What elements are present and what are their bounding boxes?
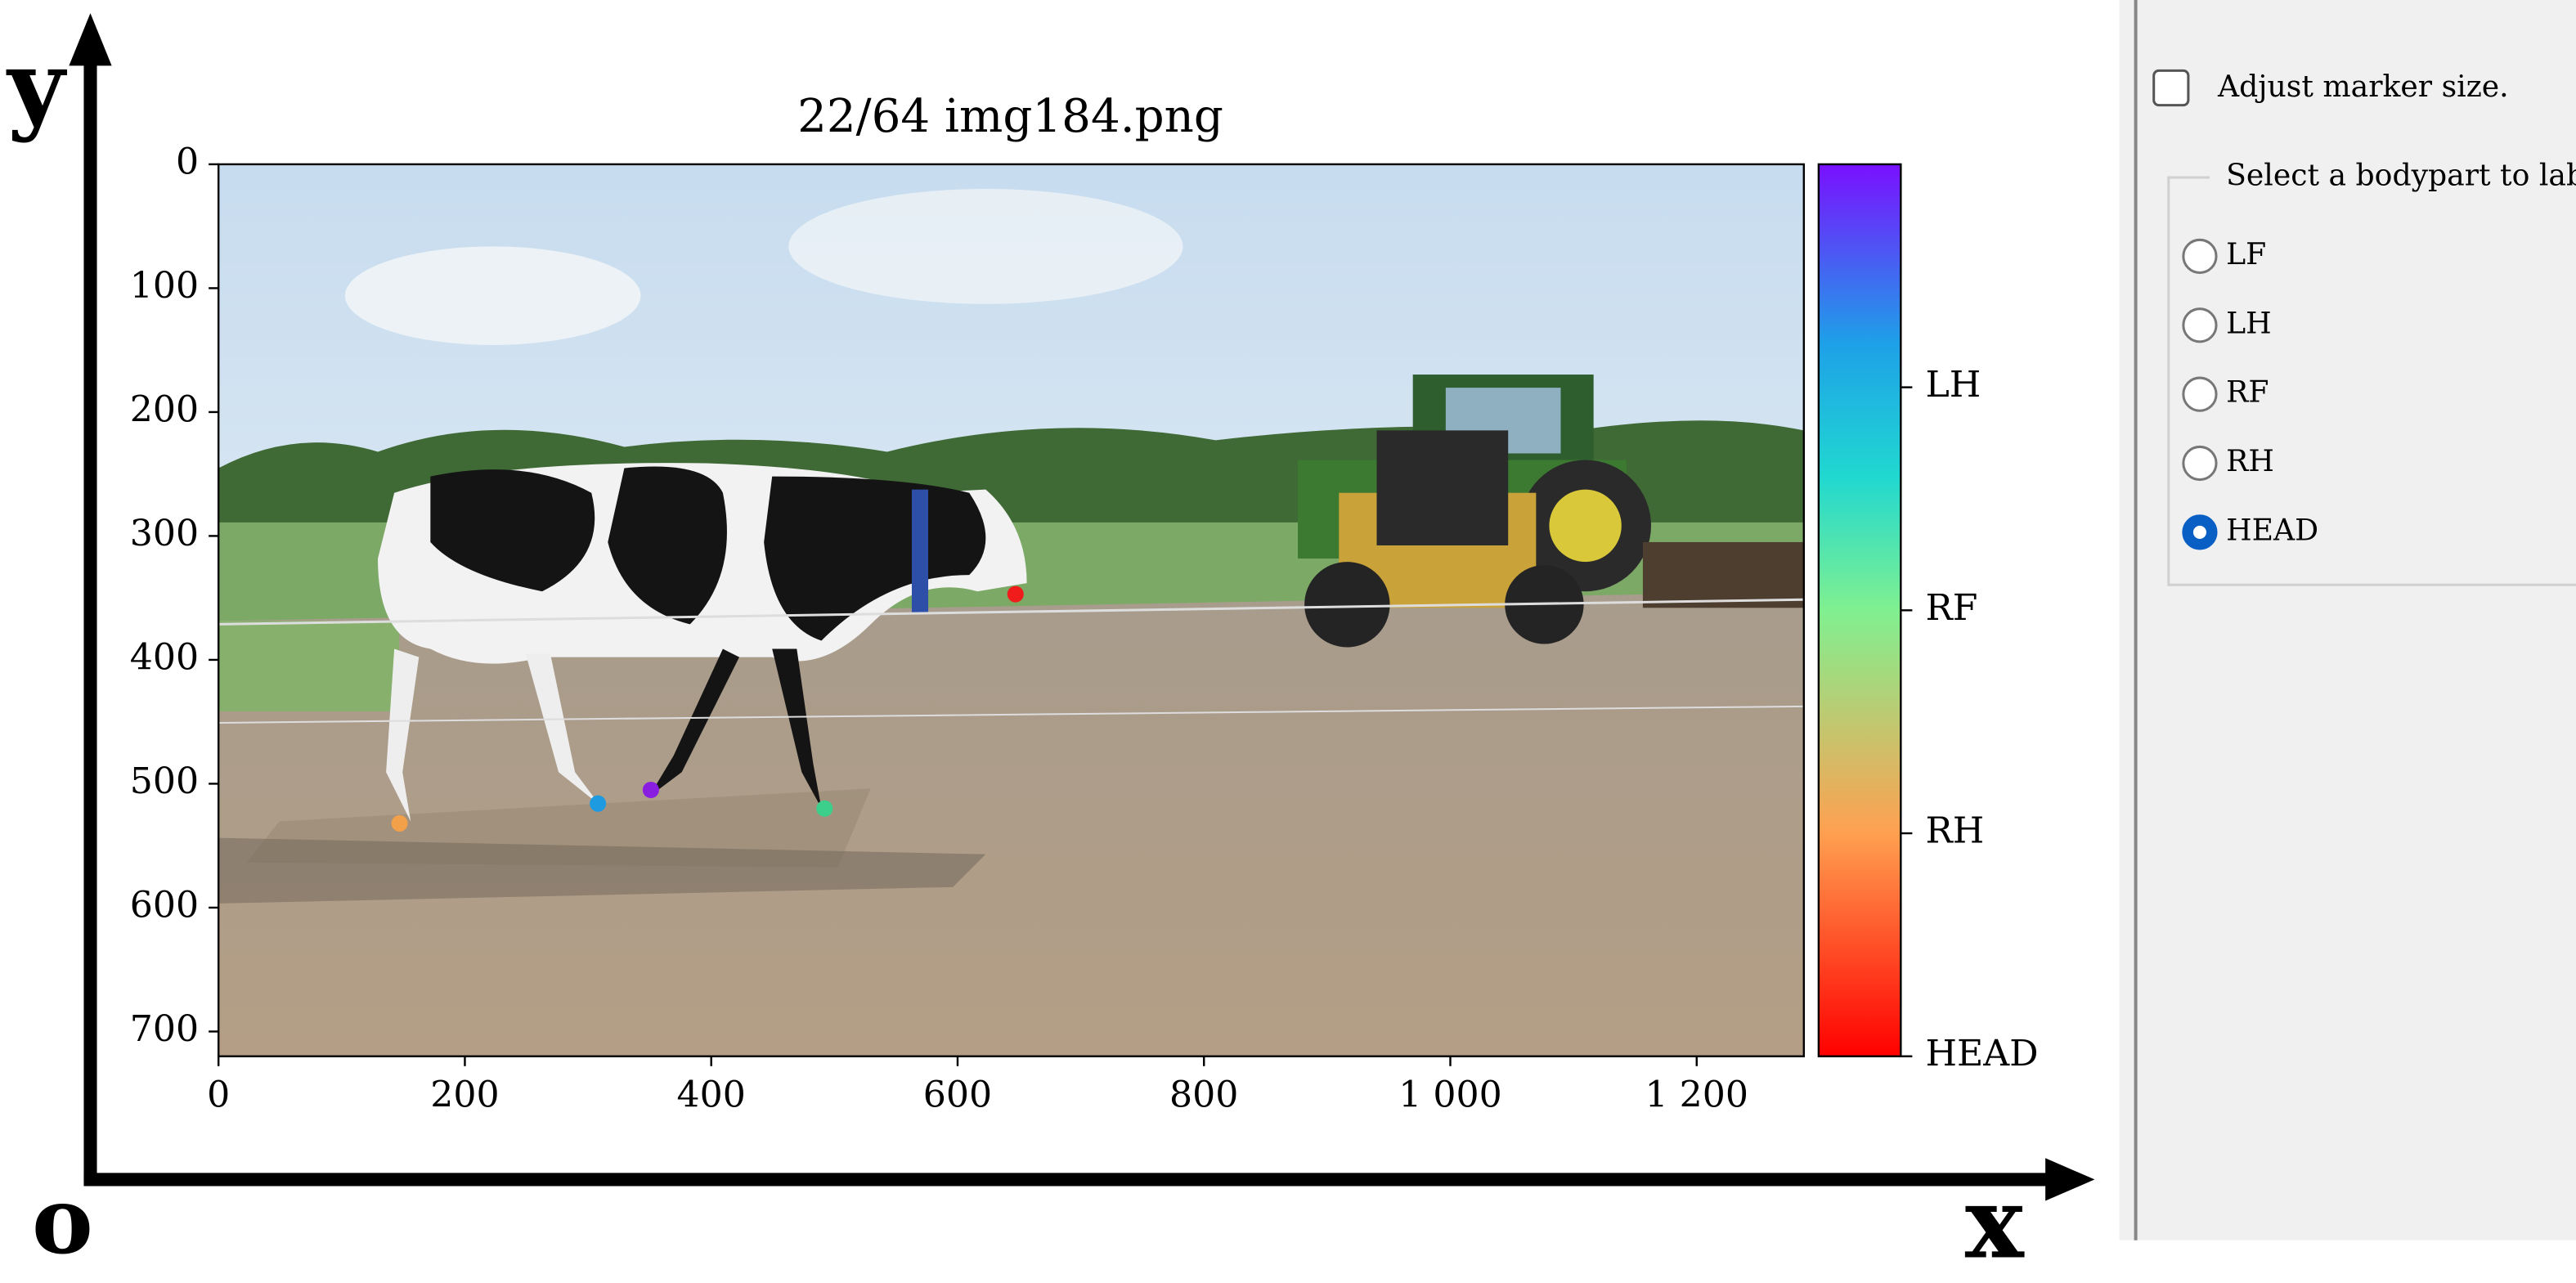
x-tick-label: 1 200 bbox=[1645, 1074, 1748, 1115]
group-title: Select a bodypart to label bbox=[2226, 157, 2576, 192]
arrow-head bbox=[69, 13, 112, 66]
panel-bg bbox=[2119, 0, 2576, 1283]
y-tick-label: 100 bbox=[130, 265, 199, 307]
colorbar-label: RH bbox=[1925, 810, 1984, 852]
radio-label[interactable]: HEAD bbox=[2226, 512, 2318, 547]
group-box bbox=[2167, 176, 2576, 586]
radio-button[interactable] bbox=[2182, 307, 2218, 343]
keypoint bbox=[391, 814, 408, 832]
y-tick-label: 600 bbox=[130, 884, 199, 926]
y-tick-label: 0 bbox=[176, 141, 199, 182]
y-tick-label: 300 bbox=[130, 513, 199, 554]
keypoint bbox=[642, 781, 659, 799]
colorbar-label: LH bbox=[1925, 364, 1981, 406]
keypoint bbox=[816, 800, 833, 817]
image-frame bbox=[217, 163, 1806, 1057]
keypoint bbox=[1007, 585, 1024, 603]
x-tick-label: 800 bbox=[1169, 1074, 1238, 1115]
x-tick-label: 400 bbox=[677, 1074, 746, 1115]
panel-bottom bbox=[2119, 1240, 2576, 1283]
colorbar bbox=[1817, 163, 1902, 1057]
x-tick-label: 200 bbox=[430, 1074, 499, 1115]
x-annotation: x bbox=[1965, 1166, 2025, 1281]
radio-label[interactable]: LH bbox=[2226, 305, 2272, 340]
y-tick-label: 400 bbox=[130, 636, 199, 678]
plot-title: 22/64 img184.png bbox=[797, 90, 1223, 143]
radio-button[interactable] bbox=[2182, 445, 2218, 482]
y-annotation: y bbox=[6, 29, 67, 145]
radio-label[interactable]: RH bbox=[2226, 443, 2274, 478]
checkbox[interactable] bbox=[2152, 69, 2190, 107]
colorbar-label: HEAD bbox=[1925, 1033, 2038, 1074]
photo bbox=[218, 164, 1804, 1056]
radio-label[interactable]: RF bbox=[2226, 375, 2269, 410]
checkbox-label[interactable]: Adjust marker size. bbox=[2217, 69, 2509, 104]
origin-annotation: o bbox=[32, 1166, 93, 1275]
radio-label[interactable]: LF bbox=[2226, 236, 2266, 271]
radio-button[interactable] bbox=[2182, 376, 2218, 412]
side-panel: Adjust marker size. Select a bodypart to… bbox=[2119, 0, 2576, 1283]
arrow-head bbox=[2045, 1158, 2095, 1201]
x-tick-label: 0 bbox=[207, 1074, 230, 1115]
x-tick-label: 1 000 bbox=[1398, 1074, 1502, 1115]
radio-dot bbox=[2192, 525, 2206, 539]
y-tick-label: 200 bbox=[130, 388, 199, 430]
radio-button[interactable] bbox=[2182, 238, 2218, 275]
x-tick-label: 600 bbox=[923, 1074, 992, 1115]
y-tick-label: 500 bbox=[130, 760, 199, 802]
colorbar-label: RF bbox=[1925, 587, 1977, 629]
y-tick-label: 700 bbox=[130, 1008, 199, 1050]
keypoint bbox=[590, 795, 607, 812]
